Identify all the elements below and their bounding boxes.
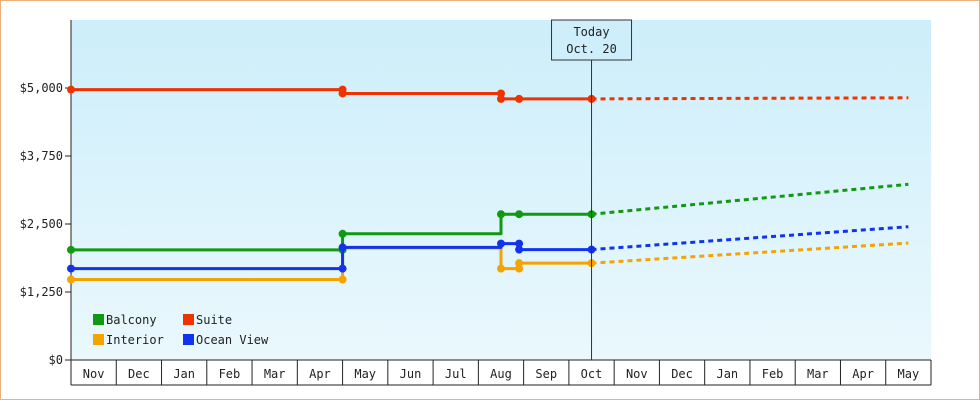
x-tick-label: Mar xyxy=(807,367,829,381)
data-point-interior xyxy=(497,264,505,273)
x-tick-label: Feb xyxy=(762,367,784,381)
data-point-interior xyxy=(338,275,347,284)
data-point-ocean-view xyxy=(338,243,347,252)
today-label-line2: Oct. 20 xyxy=(566,42,617,56)
legend-swatch-interior xyxy=(93,334,104,345)
legend-label-ocean-view: Ocean View xyxy=(196,333,269,347)
x-tick-label: Feb xyxy=(219,367,241,381)
data-point-ocean-view xyxy=(515,245,524,254)
data-point-interior xyxy=(515,259,524,268)
y-tick-label: $3,750 xyxy=(20,149,63,163)
y-tick-label: $5,000 xyxy=(20,81,63,95)
legend-swatch-ocean-view xyxy=(183,334,194,345)
y-tick-label: $2,500 xyxy=(20,217,63,231)
y-tick-label: $1,250 xyxy=(20,285,63,299)
x-tick-label: Dec xyxy=(671,367,693,381)
legend-swatch-suite xyxy=(183,314,194,325)
series-forecast-ocean-view xyxy=(591,225,909,252)
data-point-suite xyxy=(67,85,75,94)
data-point-balcony xyxy=(497,210,505,219)
x-tick-label: Nov xyxy=(626,367,648,381)
x-tick-label: Jan xyxy=(716,367,738,381)
x-tick-label: Jul xyxy=(445,367,467,381)
x-tick-label: Oct xyxy=(581,367,603,381)
y-tick-label: $0 xyxy=(49,353,63,367)
x-tick-label: Jun xyxy=(400,367,422,381)
x-tick-label: Sep xyxy=(535,367,557,381)
data-point-ocean-view xyxy=(67,264,75,273)
data-point-suite xyxy=(497,94,505,103)
x-tick-label: Nov xyxy=(83,367,105,381)
series-interior xyxy=(67,241,909,284)
data-point-ocean-view xyxy=(338,264,347,273)
x-tick-label: Dec xyxy=(128,367,150,381)
x-tick-label: May xyxy=(898,367,920,381)
x-tick-label: Aug xyxy=(490,367,512,381)
series-forecast-suite xyxy=(591,96,909,101)
x-tick-label: Apr xyxy=(852,367,874,381)
data-point-ocean-view xyxy=(515,239,524,248)
data-point-suite xyxy=(515,94,524,103)
legend-swatch-balcony xyxy=(93,314,104,325)
legend-label-suite: Suite xyxy=(196,313,232,327)
data-point-balcony xyxy=(67,245,75,254)
series-suite xyxy=(67,85,909,103)
series-forecast-balcony xyxy=(591,182,909,216)
x-tick-label: Jan xyxy=(173,367,195,381)
data-point-balcony xyxy=(515,210,524,219)
data-point-suite xyxy=(338,89,347,98)
today-label-line1: Today xyxy=(573,25,609,39)
today-label-box xyxy=(551,19,633,61)
data-point-balcony xyxy=(338,229,347,238)
legend-label-interior: Interior xyxy=(106,333,164,347)
plot-area xyxy=(71,20,931,360)
x-tick-label: Apr xyxy=(309,367,331,381)
data-point-interior xyxy=(67,275,75,284)
series-ocean-view xyxy=(67,225,909,273)
x-tick-label: Mar xyxy=(264,367,286,381)
x-tick-label: May xyxy=(354,367,376,381)
legend-label-balcony: Balcony xyxy=(106,313,157,327)
series-forecast-interior xyxy=(591,241,909,265)
data-point-ocean-view xyxy=(497,239,505,248)
